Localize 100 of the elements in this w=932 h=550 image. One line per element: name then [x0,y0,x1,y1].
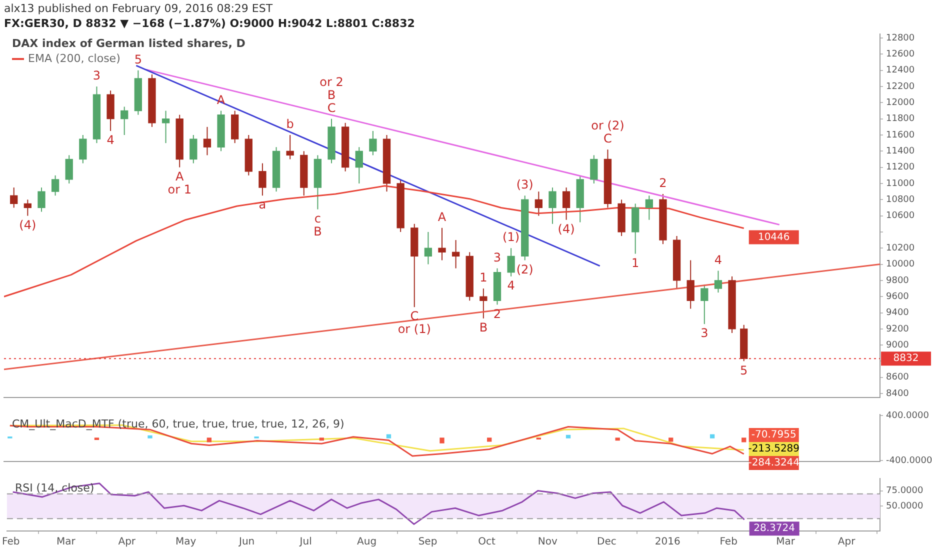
x-tick-label: Apr [118,536,136,548]
y-tick-label: 10800 [886,194,915,205]
annotation: C [604,132,612,146]
y-tick-label: -400.0000 [886,456,932,466]
annotation: or 2 [320,74,344,89]
annotation: A [438,210,447,224]
candlestick [645,195,653,220]
x-tick-label: May [176,536,196,548]
y-tick-label: 8600 [886,372,910,383]
x-tick-label: Mar [776,536,796,548]
x-tick-label: Jul [298,536,312,548]
annotation: C [327,100,336,115]
y-tick-label: 12200 [886,82,915,92]
y-tick-label: 9000 [886,340,910,350]
y-tick-label: 11800 [886,114,915,124]
y-tick-label: 11400 [886,146,915,157]
x-tick-label: Apr [838,536,856,548]
y-tick-label: 12000 [886,98,915,108]
annotation: 4 [714,252,722,267]
y-tick-label: 50.0000 [886,502,924,512]
x-tick-label: 2016 [654,536,680,548]
chart-subtitle: FX:GER30, D 8832 ▼ −168 (−1.87%) O:9000 H:9042 L:8801 C:8832 [4,16,415,30]
y-tick-label: 9200 [886,324,910,334]
candlestick [51,174,60,196]
y-tick-label: 8400 [886,388,910,399]
legend-label: EMA (200, close) [28,52,120,65]
y-tick-label: 9600 [886,292,910,302]
candlestick [190,134,198,164]
text: alx13 published on February 09, 2016 08:29 EST [4,2,273,15]
y-tick-label: 12400 [886,66,915,76]
annotation: 5 [134,52,142,66]
annotation: C [410,309,419,324]
candlestick [424,231,432,265]
annotation: B [479,320,488,335]
annotation: A [175,169,184,184]
annotation: 28.3724 [754,523,795,534]
candlestick [548,187,556,224]
annotation: or (1) [398,322,431,336]
x-tick-label: Nov [538,536,558,548]
x-tick-label: Aug [357,536,377,548]
annotation: B [327,88,336,102]
candlestick [452,240,460,269]
candlestick [507,248,515,277]
candlestick [686,260,694,310]
annotation: 2 [659,176,667,190]
y-tick-label: 400.0000 [886,410,930,421]
annotation: (4) [558,222,575,236]
y-tick-label: 10000 [886,260,915,270]
annotation: 3 [700,326,708,340]
candlestick [480,288,488,319]
y-tick-label: 75.0000 [886,486,924,496]
candlestick [24,199,32,216]
annotation: -213.5289 [748,444,800,455]
annotation: (1) [502,230,520,244]
annotation: B [314,224,322,238]
annotation: (4) [19,218,36,232]
annotation: c [314,211,322,226]
annotation: 1 [632,256,640,270]
candlestick [700,284,708,325]
candlestick [562,187,570,220]
candlestick [369,130,377,156]
y-tick-label: 12800 [886,33,915,44]
candlestick [10,187,18,208]
y-tick-label: 9800 [886,276,910,286]
candlestick [203,126,212,156]
annotation: 10446 [758,232,790,243]
annotation: 4 [106,133,114,148]
candlestick [38,187,46,212]
annotation: 3 [493,250,502,264]
y-tick-label: 11600 [886,130,915,140]
annotation: (2) [516,262,534,276]
annotation: -284.3244 [748,458,800,469]
y-tick-label: 11200 [886,162,915,173]
candlestick [714,270,722,294]
annotation: or (2) [591,118,624,133]
annotation: 3 [92,68,101,83]
annotation: (3) [516,178,534,192]
x-tick-label: Jun [238,536,255,548]
y-tick-label: 9400 [886,308,910,318]
annotation: 2 [493,306,502,321]
candlestick [534,191,543,216]
annotation: -70.7955 [751,430,796,441]
y-tick-label: 10200 [886,243,915,254]
candlestick [590,154,598,184]
y-tick-label: 11000 [886,178,915,189]
candlestick [120,106,128,136]
candlestick [162,110,170,144]
candlestick [79,134,87,164]
candlestick [258,162,266,196]
candlestick [65,154,73,184]
x-tick-label: Feb [2,536,20,548]
x-tick-label: Mar [56,536,76,548]
x-tick-label: Sep [418,536,438,548]
candlestick [355,146,363,184]
annotation: b [286,117,294,132]
candlestick [286,134,294,160]
annotation: or 1 [168,182,192,196]
x-tick-label: Dec [596,536,616,548]
annotation: 5 [740,363,748,378]
annotation: 1 [480,270,488,285]
